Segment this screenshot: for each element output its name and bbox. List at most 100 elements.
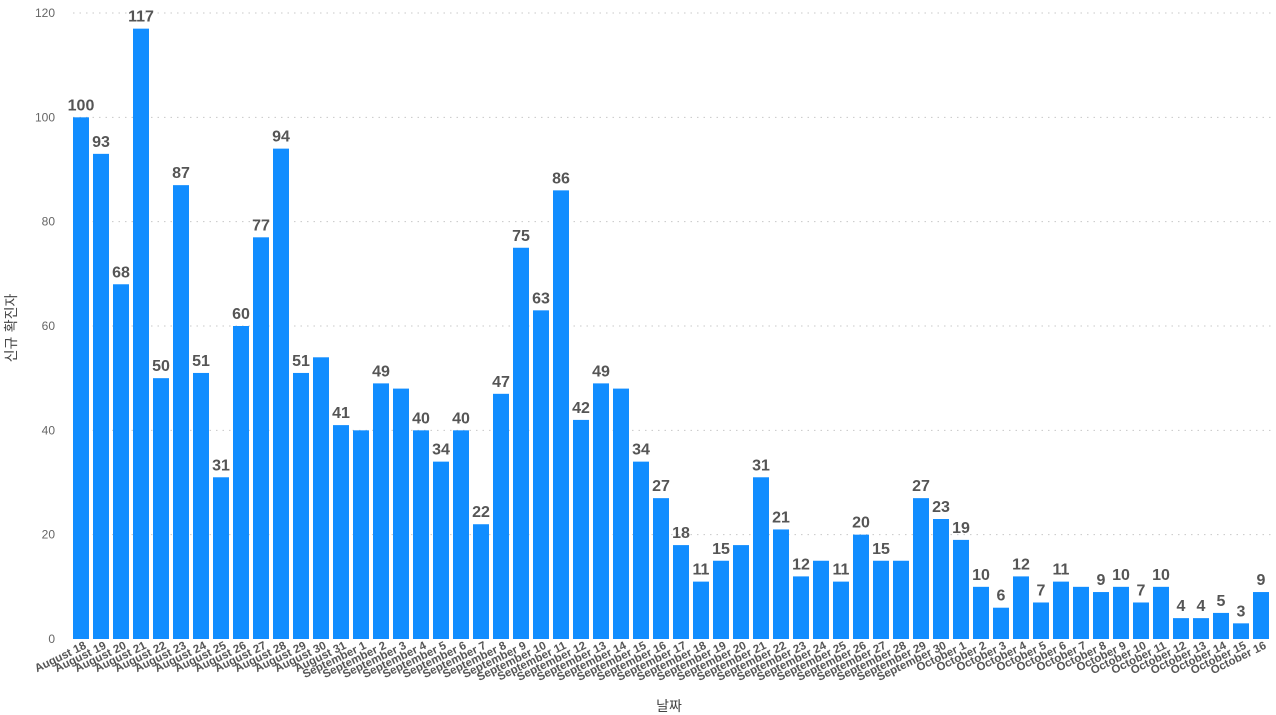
data-label: 11 xyxy=(693,562,710,579)
data-label: 9 xyxy=(1097,572,1106,589)
bar xyxy=(253,237,269,640)
y-axis-title: 신규 확진자 xyxy=(4,293,20,362)
bar xyxy=(793,576,809,639)
bar xyxy=(213,477,229,639)
y-tick-label: 0 xyxy=(48,632,55,646)
bar xyxy=(353,430,369,639)
bar xyxy=(453,430,469,639)
data-label: 34 xyxy=(632,442,650,459)
data-label: 12 xyxy=(792,556,810,573)
bar xyxy=(953,539,969,639)
data-label: 87 xyxy=(172,165,190,182)
data-label: 51 xyxy=(292,353,310,370)
data-label: 117 xyxy=(128,9,154,26)
data-label: 77 xyxy=(252,217,270,234)
bar xyxy=(1033,602,1049,639)
bar xyxy=(113,284,129,639)
data-label: 22 xyxy=(472,504,490,521)
data-label: 47 xyxy=(492,374,510,391)
bar xyxy=(473,524,489,639)
bar xyxy=(173,185,189,639)
y-tick-label: 80 xyxy=(42,215,56,229)
bar xyxy=(373,383,389,639)
bar xyxy=(693,581,709,639)
data-label: 49 xyxy=(592,363,610,380)
data-label: 19 xyxy=(952,520,970,537)
data-label: 4 xyxy=(1177,598,1186,615)
bar xyxy=(193,372,209,639)
bar xyxy=(1013,576,1029,639)
data-label: 10 xyxy=(1112,567,1130,584)
data-label: 41 xyxy=(332,405,350,422)
bar xyxy=(893,560,909,639)
y-tick-label: 40 xyxy=(42,423,56,437)
bar xyxy=(653,498,669,639)
data-label: 10 xyxy=(1152,567,1170,584)
data-label: 15 xyxy=(712,541,730,558)
bar xyxy=(853,534,869,639)
bar xyxy=(753,477,769,639)
bar xyxy=(993,607,1009,639)
y-tick-label: 120 xyxy=(35,6,55,20)
data-label: 5 xyxy=(1217,593,1226,610)
data-label: 27 xyxy=(912,478,930,495)
bar xyxy=(1073,586,1089,639)
x-axis-title: 날짜 xyxy=(656,699,682,715)
data-label: 6 xyxy=(997,588,1006,605)
y-tick-label: 60 xyxy=(42,319,56,333)
bar xyxy=(1193,618,1209,639)
bar xyxy=(713,560,729,639)
bar xyxy=(933,519,949,639)
bar xyxy=(513,247,529,639)
data-label: 18 xyxy=(672,525,690,542)
data-label: 100 xyxy=(68,97,95,114)
data-label: 7 xyxy=(1037,582,1046,599)
bar xyxy=(73,117,89,640)
data-label: 15 xyxy=(872,541,890,558)
data-label: 31 xyxy=(212,457,230,474)
data-label: 23 xyxy=(932,499,950,516)
bar xyxy=(873,560,889,639)
data-label: 11 xyxy=(833,562,850,579)
bar xyxy=(1233,623,1249,639)
data-label: 31 xyxy=(752,457,770,474)
bar xyxy=(1093,592,1109,639)
y-tick-label: 100 xyxy=(35,110,55,124)
bar xyxy=(633,461,649,639)
data-label: 20 xyxy=(852,515,870,532)
bar xyxy=(1253,592,1269,639)
data-label: 86 xyxy=(552,170,570,187)
data-label: 27 xyxy=(652,478,670,495)
bar xyxy=(1173,618,1189,639)
bar xyxy=(93,153,109,639)
bar xyxy=(493,393,509,639)
data-label: 21 xyxy=(772,509,790,526)
bar xyxy=(733,545,749,639)
bar xyxy=(233,326,249,639)
data-label: 68 xyxy=(112,264,130,281)
data-label: 4 xyxy=(1197,598,1206,615)
bar xyxy=(593,383,609,639)
data-label: 50 xyxy=(152,358,170,375)
data-label: 75 xyxy=(512,228,530,245)
bar xyxy=(913,498,929,639)
bar xyxy=(313,357,329,639)
bar xyxy=(393,388,409,639)
data-label: 63 xyxy=(532,290,550,307)
bar xyxy=(413,430,429,639)
bar xyxy=(1133,602,1149,639)
bar xyxy=(1053,581,1069,639)
data-label: 42 xyxy=(572,400,590,417)
data-label: 40 xyxy=(452,410,470,427)
data-label: 49 xyxy=(372,363,390,380)
data-label: 40 xyxy=(412,410,430,427)
bar xyxy=(1213,612,1229,639)
data-labels: 1009368117508751316077945141494034402247… xyxy=(68,9,1266,621)
y-tick-label: 20 xyxy=(42,528,56,542)
bar xyxy=(153,378,169,639)
bar xyxy=(293,372,309,639)
bar xyxy=(673,545,689,639)
data-label: 12 xyxy=(1012,556,1030,573)
bar xyxy=(433,461,449,639)
